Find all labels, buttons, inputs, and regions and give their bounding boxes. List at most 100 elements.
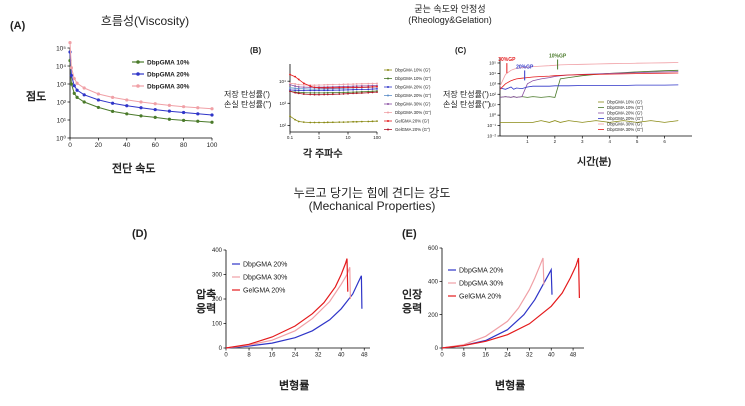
- data-point: [371, 86, 374, 88]
- x-tick-label: 6: [663, 139, 666, 144]
- data-point: [75, 95, 79, 100]
- legend-label: DbpGMA 20%: [459, 267, 503, 274]
- x-tick-label: 16: [482, 353, 489, 359]
- data-point: [313, 86, 316, 89]
- legend-label: DbpGMA 20% (G'): [395, 85, 431, 90]
- a-ylabel: 점도: [26, 91, 47, 103]
- e-ylabel-2: 응력: [402, 303, 423, 315]
- data-point: [352, 92, 355, 95]
- data-point: [182, 110, 186, 115]
- x-tick-label: 8: [462, 353, 466, 359]
- y-tick-label: 10⁴: [489, 71, 496, 76]
- x-tick-label: 2: [554, 139, 557, 144]
- x-tick-label: 0: [68, 142, 72, 149]
- data-point: [323, 121, 326, 124]
- data-point: [355, 91, 358, 93]
- y-tick-label: 10⁵: [56, 45, 66, 52]
- y-tick-label: 10⁰: [489, 113, 496, 118]
- x-tick-label: 32: [526, 353, 533, 359]
- data-point: [352, 88, 355, 91]
- data-point: [82, 86, 86, 90]
- data-point: [96, 98, 100, 102]
- y-tick-label: 300: [212, 273, 223, 279]
- data-point: [371, 84, 374, 87]
- y-tick-label: 10²: [489, 92, 496, 97]
- legend-label: DbpGMA 10% (G'): [395, 68, 431, 73]
- data-point: [153, 107, 157, 112]
- data-point: [289, 115, 291, 118]
- data-point: [125, 112, 129, 116]
- data-point: [347, 88, 349, 91]
- data-point: [326, 91, 329, 94]
- x-tick-label: 20: [95, 142, 103, 149]
- legend-label: DbpGMA 20% (G"): [395, 93, 432, 98]
- y-tick-label: 200: [212, 297, 223, 303]
- data-point: [376, 82, 378, 85]
- x-tick-label: 40: [338, 353, 345, 359]
- legend-label: DbpGMA 10%: [147, 59, 190, 66]
- legend-label: DbpGMA 30% (G'): [395, 102, 431, 107]
- y-tick-label: 10¹: [57, 117, 67, 124]
- series-line: [69, 42, 213, 110]
- data-point: [297, 89, 300, 92]
- legend-marker: [387, 94, 389, 97]
- legend-marker: [387, 120, 389, 122]
- legend-label: DbpGMA 20% (G"): [607, 116, 644, 121]
- data-point: [352, 91, 355, 94]
- data-point: [338, 83, 341, 86]
- data-point: [360, 82, 363, 85]
- data-point: [347, 92, 349, 95]
- panel-tag-d: (D): [132, 228, 148, 240]
- annotation-label: 30%GP: [498, 57, 516, 63]
- legend-marker: [387, 103, 389, 105]
- data-point: [367, 86, 370, 88]
- data-point: [294, 75, 297, 78]
- data-point: [342, 89, 345, 91]
- data-point: [111, 101, 115, 105]
- b-xlabel: 각 주파수: [303, 149, 343, 160]
- data-point: [309, 85, 312, 87]
- data-point: [302, 87, 305, 90]
- data-point: [313, 93, 316, 96]
- y-tick-label: 400: [428, 279, 439, 285]
- data-point: [294, 87, 297, 90]
- x-tick-label: 24: [504, 353, 511, 359]
- legend-marker: [136, 60, 140, 64]
- rheology-title-line2: (Rheology&Gelation): [408, 15, 492, 25]
- legend-label: GelGMA 20%: [459, 293, 501, 300]
- series-line: [289, 115, 378, 123]
- x-tick-label: 0: [224, 353, 228, 359]
- data-point: [360, 88, 363, 91]
- y-tick-label: 10²: [279, 123, 286, 128]
- legend-label: DbpGMA 30%: [147, 83, 190, 90]
- data-point: [96, 105, 100, 110]
- x-tick-label: 40: [548, 353, 555, 359]
- series-line: [499, 71, 679, 98]
- y-tick-label: 0: [435, 346, 439, 352]
- d-ylabel-2: 응력: [196, 303, 217, 315]
- data-point: [294, 91, 297, 94]
- data-point: [347, 83, 349, 86]
- data-point: [371, 91, 374, 94]
- data-point: [342, 93, 345, 95]
- data-point: [338, 121, 341, 124]
- data-point: [294, 83, 297, 85]
- x-tick-label: 32: [315, 353, 322, 359]
- data-point: [313, 121, 316, 124]
- data-point: [167, 103, 171, 107]
- data-point: [371, 82, 374, 85]
- data-point: [182, 105, 186, 109]
- x-tick-label: 100: [207, 142, 218, 149]
- data-point: [371, 120, 374, 123]
- data-point: [352, 83, 355, 85]
- x-tick-label: 1: [318, 135, 321, 140]
- data-point: [376, 85, 378, 88]
- rheology-frequency-chart: 0.1 1 10 100 10² 10³ 10⁴ DbpGMA 10% (G') DbpGMA …: [279, 64, 432, 140]
- y-tick-label: 100: [212, 322, 223, 328]
- data-point: [297, 120, 300, 123]
- d-ylabel-1: 압축: [196, 289, 217, 301]
- data-point: [355, 83, 358, 85]
- legend-marker: [387, 69, 389, 71]
- data-point: [75, 88, 79, 92]
- series-line: [225, 275, 363, 349]
